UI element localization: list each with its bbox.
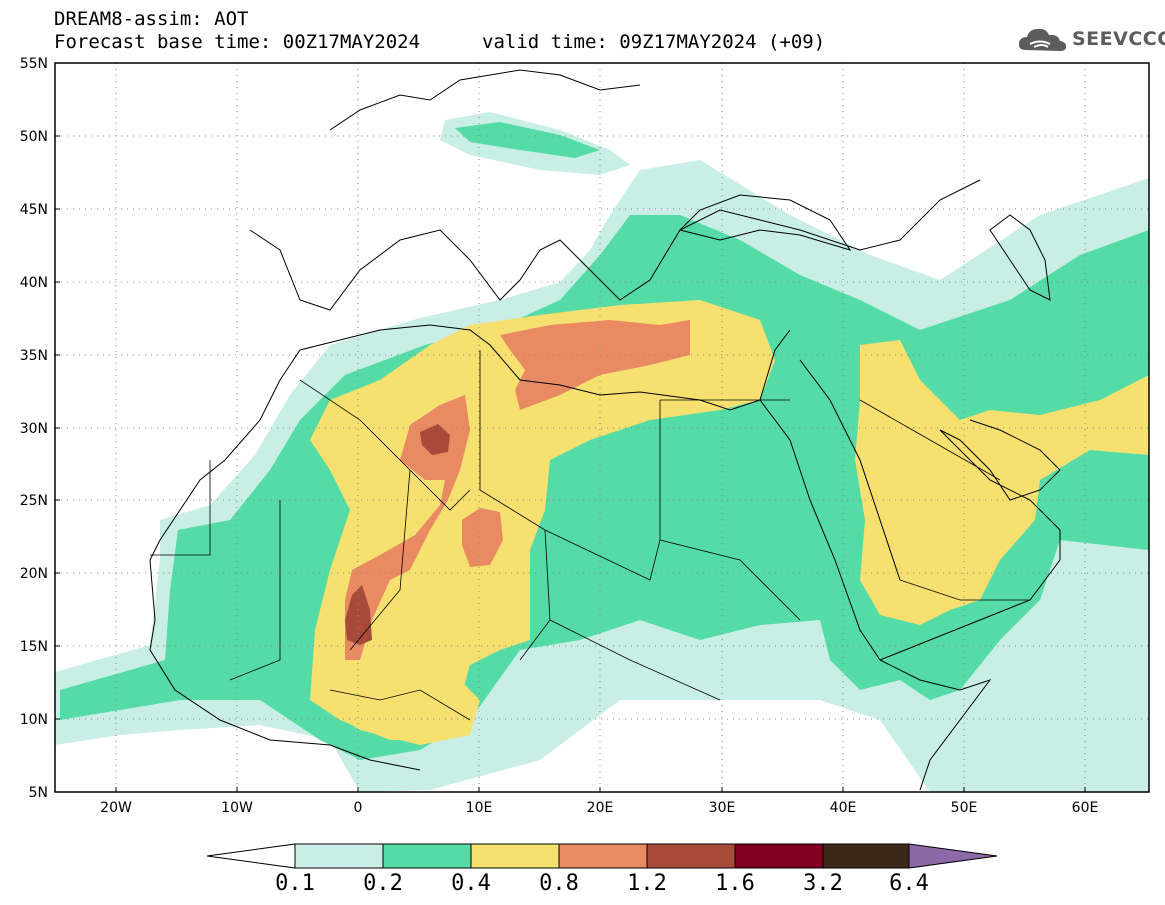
lat-label: 40N [20, 275, 48, 291]
colorbar-box [294, 843, 384, 869]
colorbar-label: 0.2 [363, 871, 403, 896]
lon-label: 10W [221, 800, 253, 816]
cloud-icon [1018, 28, 1067, 51]
colorbar-box [646, 843, 736, 869]
aot-band-0-4 [310, 300, 775, 740]
colorbar-label: 1.6 [715, 871, 755, 896]
map-title: DREAM8-assim: AOT [54, 8, 249, 30]
colorbar-arrow-low [206, 843, 296, 869]
lat-label: 35N [20, 348, 48, 364]
coastline-arabia [879, 429, 1061, 661]
lon-label: 10E [466, 800, 493, 816]
colorbar-label: 0.1 [275, 871, 315, 896]
colorbar-label: 3.2 [803, 871, 843, 896]
colorbar-arrow-high [908, 843, 998, 869]
valid-time: valid time: 09Z17MAY2024 (+09) [482, 31, 826, 53]
lon-label: 20W [100, 800, 132, 816]
coastline-caspian [989, 214, 1051, 301]
lon-label: 40E [830, 800, 857, 816]
forecast-base-time: Forecast base time: 00Z17MAY2024 [54, 31, 421, 53]
aot-band-0-4-lowerleft [330, 670, 480, 745]
colorbar-box [822, 843, 910, 869]
aot-band-0-8 [345, 395, 470, 660]
seevccc-logo: SEEVCCC [1016, 22, 1165, 58]
lat-label: 10N [20, 712, 48, 728]
lat-label: 50N [20, 129, 48, 145]
lat-label: 20N [20, 566, 48, 582]
lon-label: 50E [951, 800, 978, 816]
colorbar-label: 6.4 [889, 871, 929, 896]
colorbar-box [470, 843, 560, 869]
lon-label: 60E [1072, 800, 1099, 816]
aot-band-1-2-algeria [420, 424, 450, 455]
lon-label: 30E [709, 800, 736, 816]
colorbar-box [382, 843, 472, 869]
lon-label: 20E [587, 800, 614, 816]
longitude-labels: 20W 10W 0 10E 20E 30E 40E 50E 60E [100, 800, 1098, 816]
lon-label: 0 [354, 800, 363, 816]
lat-label: 55N [20, 56, 48, 72]
colorbar-label: 1.2 [627, 871, 667, 896]
lat-label: 30N [20, 421, 48, 437]
country-borders [150, 350, 1030, 721]
logo-text: SEEVCCC [1072, 28, 1165, 50]
latitude-labels: 55N 50N 45N 40N 35N 30N 25N 20N 15N 10N … [20, 56, 48, 801]
aot-field [55, 112, 1149, 792]
lat-label: 25N [20, 493, 48, 509]
aot-band-0-8-libya [500, 320, 690, 410]
coastline-africa-west [149, 339, 421, 771]
colorbar-box [558, 843, 648, 869]
lat-label: 5N [29, 785, 48, 801]
coastline-red-sea [759, 359, 901, 661]
colorbar-label: 0.4 [451, 871, 491, 896]
lat-label: 45N [20, 202, 48, 218]
coastlines [149, 69, 1061, 791]
colorbar-box [734, 843, 824, 869]
coastline-horn [879, 659, 992, 791]
coastline-persian-gulf [939, 419, 1061, 501]
coastline-europe [249, 179, 981, 311]
colorbar-label: 0.8 [539, 871, 579, 896]
aot-band-0-8-chad [462, 508, 503, 567]
aot-band-0-4-arabia [855, 340, 1149, 625]
coastline-mediterranean [339, 324, 791, 411]
colorbar: 0.1 0.2 0.4 0.8 1.2 1.6 3.2 6.4 [206, 843, 998, 896]
lat-label: 15N [20, 639, 48, 655]
aot-band-0-2-europe [455, 122, 600, 158]
map-ticks [55, 62, 1086, 793]
coastline-black-sea [679, 194, 852, 251]
coastline-north-europe [329, 69, 641, 131]
